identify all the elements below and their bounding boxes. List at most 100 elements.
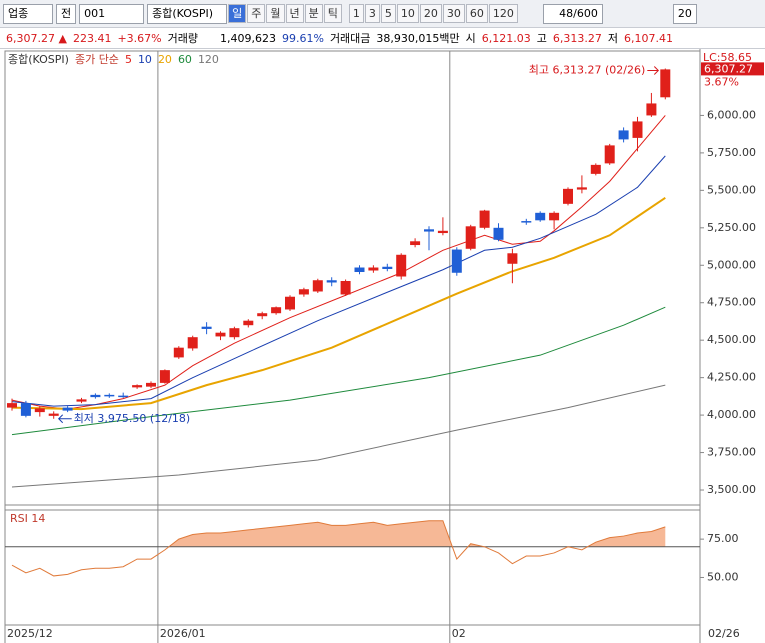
period-button[interactable]: 년 [285, 4, 304, 23]
candle-body [243, 320, 254, 326]
period-button[interactable]: 틱 [323, 4, 342, 23]
y-tick-label: 5,000.00 [707, 258, 756, 271]
interval-button[interactable]: 60 [465, 4, 488, 23]
candle-body [368, 267, 379, 271]
name-field[interactable]: 종합(KOSPI) [147, 3, 228, 24]
legend-entry: 60 [178, 53, 192, 66]
legend-entry: 20 [158, 53, 172, 66]
candle-body [437, 230, 448, 234]
high-annotation: 최고 6,313.27 (02/26) [529, 63, 646, 76]
y-tick-label: 4,250.00 [707, 371, 756, 384]
arrow [647, 66, 660, 75]
candle-body [618, 130, 629, 140]
label: 고 [536, 32, 547, 45]
price-panel [4, 50, 701, 506]
candle-body [229, 328, 240, 338]
interval-button[interactable]: 1 [348, 4, 364, 23]
arrow [57, 414, 72, 424]
candle-body [646, 103, 657, 116]
candle-body [76, 399, 87, 402]
y-tick-label: 3,500.00 [707, 483, 756, 496]
ma-line [11, 306, 666, 436]
interval-button[interactable]: 20 [419, 4, 442, 23]
candle-body [62, 407, 73, 411]
label: 저 [607, 32, 618, 45]
candle-body [7, 403, 17, 408]
candle-body [173, 347, 184, 358]
candle-body [312, 280, 323, 292]
candle-body [326, 280, 337, 283]
label: 시 [465, 32, 476, 45]
candle-body [396, 254, 407, 277]
volume-ratio: 99.61% [281, 31, 324, 45]
candle-body [20, 403, 31, 416]
count-field[interactable]: 48/600 [542, 3, 603, 24]
candle-body [34, 408, 45, 413]
x-date-label: 02/26 [708, 627, 740, 640]
rsi-fill [12, 520, 666, 547]
volume: 1,409,623 [220, 31, 276, 45]
ma-line [11, 384, 666, 488]
price: 6,307.27 ▲ [6, 31, 67, 45]
x-tick-label: 2026/01 [160, 627, 206, 640]
candle-body [104, 394, 115, 397]
legend-entry: 120 [198, 53, 219, 66]
label: 거래대금 [329, 32, 371, 45]
label: 거래량 [167, 32, 198, 45]
toolbar: 업종 전 001 종합(KOSPI) 일 주 월 년 분 틱 1 3 5 10 20 30 60 120 48/60… [0, 0, 765, 28]
candle-body [451, 249, 462, 273]
y-tick-label: 5,750.00 [707, 146, 756, 159]
ma-line [11, 155, 666, 407]
candle-body [354, 267, 365, 273]
period-button[interactable]: 월 [266, 4, 285, 23]
period-button[interactable]: 분 [304, 4, 323, 23]
code-input[interactable]: 001 [79, 3, 145, 24]
high: 6,313.27 [552, 31, 602, 45]
candle-body [632, 121, 643, 138]
extra-field[interactable]: 20 [672, 3, 697, 24]
change: 223.41 [72, 31, 112, 45]
candle-body [257, 313, 268, 317]
candle-body [604, 145, 615, 164]
period-button[interactable]: 주 [247, 4, 266, 23]
interval-button[interactable]: 30 [442, 4, 465, 23]
candle-body [159, 370, 170, 383]
open: 6,121.03 [481, 31, 531, 45]
y-tick-label: 4,000.00 [707, 408, 756, 421]
candle-body [118, 395, 129, 398]
candle-body [590, 164, 601, 174]
market-select[interactable]: 업종 [3, 3, 53, 24]
candle-body [90, 394, 101, 398]
interval-button[interactable]: 120 [488, 4, 518, 23]
candle-body [340, 280, 351, 295]
rsi-label: RSI 14 [10, 512, 45, 525]
candle-body [521, 221, 532, 223]
last-price-box [701, 62, 764, 76]
mode-select[interactable]: 전 [56, 3, 77, 24]
candle-body [410, 241, 421, 246]
y-tick-label: 5,500.00 [707, 183, 756, 196]
y-tick-label: 4,500.00 [707, 333, 756, 346]
y-tick-label: 4,750.00 [707, 296, 756, 309]
interval-button[interactable]: 10 [396, 4, 419, 23]
candle-body [382, 266, 393, 270]
candle-body [298, 289, 309, 295]
candle-body [563, 188, 573, 204]
low-annotation: 최저 3,975.50 (12/18) [74, 412, 191, 425]
period-button[interactable]: 일 [228, 4, 247, 23]
y-tick-label: 6,000.00 [707, 108, 756, 121]
x-tick-label: 2025/12 [7, 627, 53, 640]
last-price: 6,307.27 [704, 62, 753, 75]
interval-button[interactable]: 3 [364, 4, 380, 23]
candle-body [479, 210, 490, 228]
amount: 38,930,015백만 [376, 32, 460, 45]
candle-body [201, 326, 212, 329]
y-tick-label: 75.00 [707, 532, 739, 545]
candle-body [535, 212, 546, 221]
interval-button[interactable]: 5 [380, 4, 396, 23]
legend-entry: 10 [138, 53, 152, 66]
candle-body [271, 307, 282, 314]
ma-line [11, 197, 666, 411]
low: 6,107.41 [624, 31, 673, 45]
